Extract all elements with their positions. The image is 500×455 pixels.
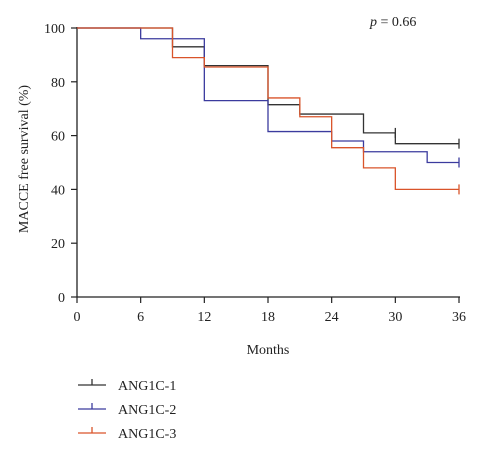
x-tick-label: 6 (137, 310, 144, 325)
legend-label: ANG1C-2 (118, 403, 176, 418)
x-tick-label: 30 (388, 310, 402, 325)
x-tick-label: 0 (74, 310, 81, 325)
x-tick-label: 24 (325, 310, 339, 325)
legend-item: ANG1C-1 (78, 379, 176, 394)
x-tick-label: 36 (452, 310, 466, 325)
series-group (77, 27, 460, 195)
legend-label: ANG1C-3 (118, 427, 176, 442)
x-tick-label: 18 (261, 310, 275, 325)
y-tick-label: 20 (51, 237, 65, 252)
p-symbol: p (369, 15, 377, 30)
legend-item: ANG1C-3 (78, 427, 176, 442)
x-tick-label: 12 (197, 310, 211, 325)
series-line-ang1c-1 (77, 27, 459, 145)
y-tick-label: 40 (51, 183, 65, 198)
y-tick-label: 80 (51, 76, 65, 91)
y-tick-label: 100 (44, 22, 65, 37)
y-tick-label: 60 (51, 130, 65, 145)
p-value-annotation: p = 0.66 (369, 15, 416, 30)
x-axis-label: Months (247, 343, 290, 358)
legend-label: ANG1C-1 (118, 379, 176, 394)
y-tick-label: 0 (58, 291, 65, 306)
y-axis-label: MACCE free survival (%) (17, 85, 32, 233)
series-line-ang1c-3 (77, 27, 459, 191)
p-value-text: = 0.66 (377, 15, 416, 30)
y-ticks: 0 20 40 60 80 100 (44, 22, 77, 306)
x-ticks: 0 6 12 18 24 30 36 (74, 297, 466, 325)
series-line-ang1c-2 (77, 27, 459, 164)
legend-item: ANG1C-2 (78, 403, 176, 418)
legend: ANG1C-1 ANG1C-2 ANG1C-3 (78, 379, 176, 442)
